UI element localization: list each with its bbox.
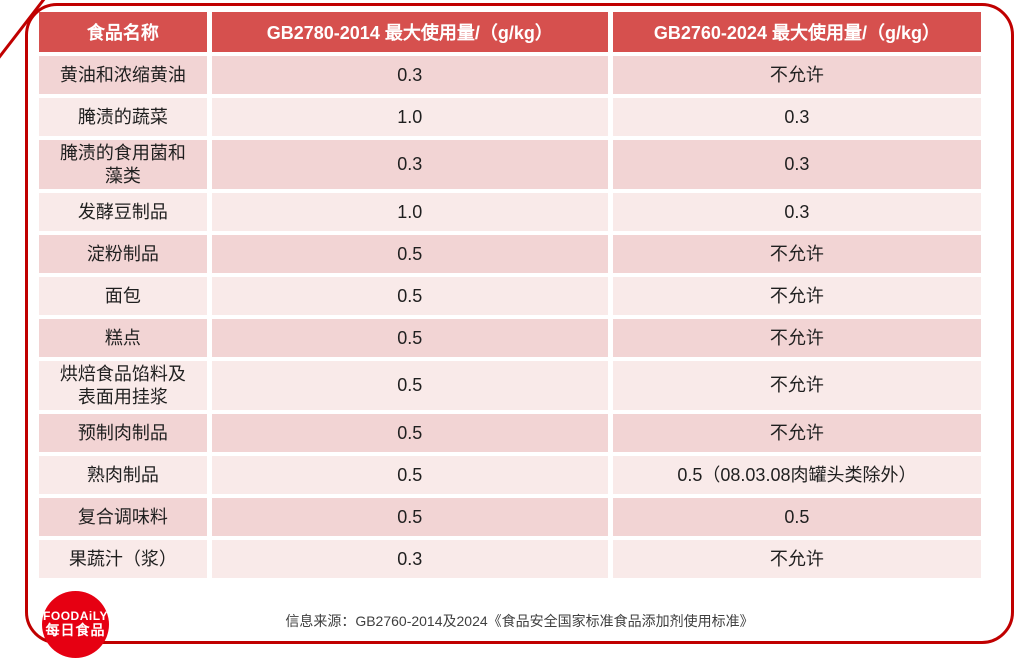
- table-row: 烘焙食品馅料及表面用挂浆 0.5 不允许: [39, 361, 981, 410]
- foodaily-logo-text-cn: 每日食品: [45, 622, 106, 639]
- gb2014-value-cell: 0.5: [211, 277, 608, 315]
- gb2014-value-cell: 0.3: [211, 140, 608, 189]
- source-attribution: 信息来源：GB2760-2014及2024《食品安全国家标准食品添加剂使用标准》: [285, 613, 754, 629]
- gb2014-value-cell: 0.5: [211, 235, 608, 273]
- food-name-cell: 熟肉制品: [39, 456, 207, 494]
- gb2024-value-cell: 不允许: [612, 235, 981, 273]
- comparison-table-wrap: 食品名称 GB2780-2014 最大使用量/（g/kg） GB2760-202…: [34, 8, 986, 582]
- table-row: 复合调味料 0.5 0.5: [39, 498, 981, 536]
- gb2014-value-cell: 0.5: [211, 414, 608, 452]
- table-row: 糕点 0.5 不允许: [39, 319, 981, 357]
- table-row: 腌渍的食用菌和藻类 0.3 0.3: [39, 140, 981, 189]
- gb2024-value-cell: 0.3: [612, 98, 981, 136]
- foodaily-logo-text-en: FOODAiLY: [43, 609, 108, 624]
- gb2024-value-cell: 不允许: [612, 540, 981, 578]
- gb2014-value-cell: 0.3: [211, 56, 608, 94]
- gb2024-value-cell: 0.5: [612, 498, 981, 536]
- gb2024-value-cell: 0.5（08.03.08肉罐头类除外）: [612, 456, 981, 494]
- table-row: 腌渍的蔬菜 1.0 0.3: [39, 98, 981, 136]
- food-name-cell: 腌渍的食用菌和藻类: [39, 140, 207, 189]
- gb2014-value-cell: 1.0: [211, 98, 608, 136]
- header-gb2014-limit: GB2780-2014 最大使用量/（g/kg）: [211, 12, 608, 52]
- food-name-cell: 烘焙食品馅料及表面用挂浆: [39, 361, 207, 410]
- food-name-cell: 黄油和浓缩黄油: [39, 56, 207, 94]
- gb2014-value-cell: 0.5: [211, 456, 608, 494]
- table-row: 发酵豆制品 1.0 0.3: [39, 193, 981, 231]
- gb2014-value-cell: 0.5: [211, 319, 608, 357]
- table-row: 果蔬汁（浆） 0.3 不允许: [39, 540, 981, 578]
- gb2024-value-cell: 不允许: [612, 361, 981, 410]
- gb2024-value-cell: 不允许: [612, 277, 981, 315]
- gb2024-value-cell: 不允许: [612, 319, 981, 357]
- gb2014-value-cell: 0.3: [211, 540, 608, 578]
- food-name-cell: 面包: [39, 277, 207, 315]
- gb2024-value-cell: 不允许: [612, 56, 981, 94]
- table-row: 熟肉制品 0.5 0.5（08.03.08肉罐头类除外）: [39, 456, 981, 494]
- gb2014-value-cell: 1.0: [211, 193, 608, 231]
- gb2024-value-cell: 0.3: [612, 140, 981, 189]
- gb2014-value-cell: 0.5: [211, 498, 608, 536]
- food-name-cell: 果蔬汁（浆）: [39, 540, 207, 578]
- gb2014-value-cell: 0.5: [211, 361, 608, 410]
- table-row: 黄油和浓缩黄油 0.3 不允许: [39, 56, 981, 94]
- gb2024-value-cell: 不允许: [612, 414, 981, 452]
- food-name-cell: 发酵豆制品: [39, 193, 207, 231]
- table-row: 淀粉制品 0.5 不允许: [39, 235, 981, 273]
- foodaily-logo: FOODAiLY 每日食品: [42, 591, 109, 658]
- food-name-cell: 复合调味料: [39, 498, 207, 536]
- comparison-table: 食品名称 GB2780-2014 最大使用量/（g/kg） GB2760-202…: [34, 8, 986, 582]
- food-name-cell: 腌渍的蔬菜: [39, 98, 207, 136]
- header-food-name: 食品名称: [39, 12, 207, 52]
- table-row: 面包 0.5 不允许: [39, 277, 981, 315]
- food-name-cell: 糕点: [39, 319, 207, 357]
- food-name-cell: 预制肉制品: [39, 414, 207, 452]
- gb2024-value-cell: 0.3: [612, 193, 981, 231]
- header-row: 食品名称 GB2780-2014 最大使用量/（g/kg） GB2760-202…: [39, 12, 981, 52]
- header-gb2024-limit: GB2760-2024 最大使用量/（g/kg）: [612, 12, 981, 52]
- food-name-cell: 淀粉制品: [39, 235, 207, 273]
- table-row: 预制肉制品 0.5 不允许: [39, 414, 981, 452]
